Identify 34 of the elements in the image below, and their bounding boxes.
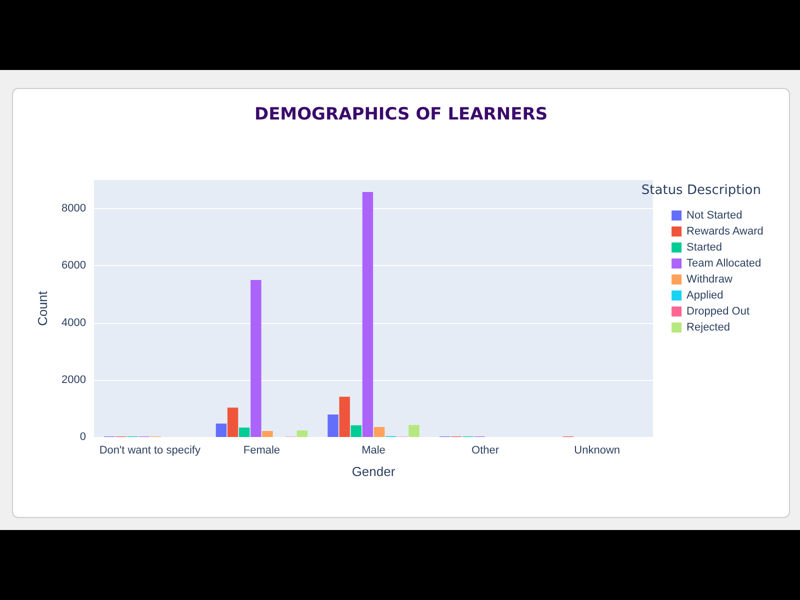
bar [408,425,420,437]
bar [339,396,350,437]
x-tick-label: Male [362,444,386,456]
x-tick-label: Female [243,444,280,456]
bar [362,192,374,437]
bar [328,414,338,437]
y-tick-label: 8000 [62,202,86,215]
bar [216,424,227,437]
y-tick-label: 6000 [62,260,86,272]
bar [250,280,262,437]
legend-label: Team Allocated [686,258,762,270]
y-tick-label: 4000 [62,316,86,329]
chart-title: DEMOGRAPHICS OF LEARNERS [254,104,548,124]
legend-label: Applied [686,290,724,302]
bar [296,430,308,437]
x-tick-label: Unknown [574,444,620,456]
bar [238,428,250,437]
y-tick-label: 0 [80,431,86,443]
bar [262,431,273,437]
bar [227,408,238,437]
x-axis-title: Gender [352,464,396,479]
y-tick-label: 2000 [62,374,86,386]
legend-label: Rewards Award [686,226,764,238]
x-tick-label: Other [472,444,500,456]
legend-label: Rejected [686,322,730,334]
y-axis-title: Count [35,290,50,326]
legend-label: Withdraw [686,274,732,286]
bar [350,425,362,437]
legend-label: Dropped Out [686,306,750,318]
legend-label: Started [686,242,722,254]
legend-label: Not Started [686,210,742,222]
x-tick-label: Don't want to specify [99,444,201,456]
legend-title: Status Description [641,183,762,198]
bar [374,427,385,437]
